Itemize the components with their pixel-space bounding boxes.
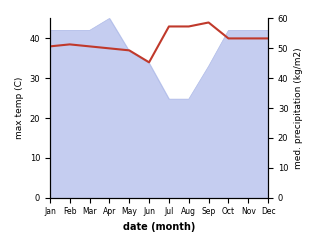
X-axis label: date (month): date (month)	[123, 222, 195, 232]
Y-axis label: max temp (C): max temp (C)	[15, 77, 24, 139]
Y-axis label: med. precipitation (kg/m2): med. precipitation (kg/m2)	[294, 47, 303, 169]
